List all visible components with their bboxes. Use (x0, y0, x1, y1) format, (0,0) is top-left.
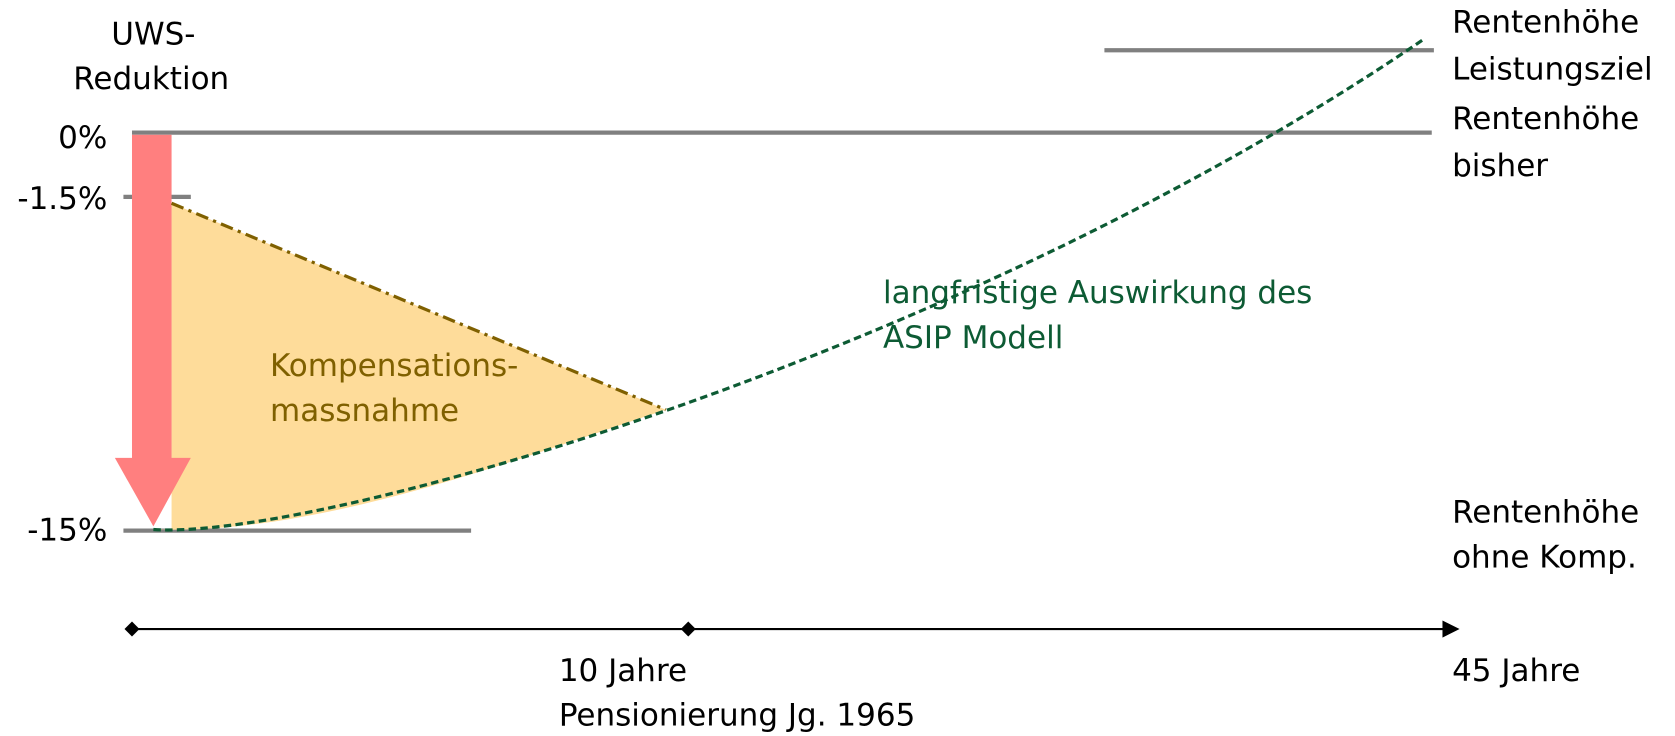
level-label: -1.5% (17, 181, 107, 217)
reduction-arrow-shaft (131, 134, 172, 459)
compensation-line (170, 201, 667, 412)
timeline-marker (124, 621, 140, 637)
outcome-label: Rentenhöhe (1452, 101, 1639, 137)
timeline-label: Pensionierung Jg. 1965 (559, 698, 916, 734)
axis-title: UWS- (111, 16, 195, 52)
timeline-arrow (1442, 620, 1460, 638)
long-term-label: langfristige Auswirkung des (883, 275, 1312, 311)
outcome-label: Leistungsziel (1452, 52, 1653, 88)
outcome-label: Rentenhöhe (1452, 494, 1639, 530)
timeline-label: 10 Jahre (559, 653, 687, 689)
compensation-area (153, 203, 666, 530)
timeline-marker (680, 621, 696, 637)
level-label: 0% (58, 120, 107, 156)
compensation-label: Kompensations- (270, 348, 518, 384)
reduction-arrow-head (114, 457, 191, 527)
long-term-curve (153, 38, 1425, 532)
outcome-label: bisher (1452, 148, 1548, 184)
axis-title: Reduktion (73, 61, 229, 97)
outcome-label: ohne Komp. (1452, 539, 1637, 575)
outcome-label: Rentenhöhe (1452, 5, 1639, 41)
level-label: -15% (27, 513, 107, 549)
long-term-label: ASIP Modell (883, 320, 1063, 356)
timeline-label: 45 Jahre (1452, 653, 1580, 689)
compensation-label: massnahme (270, 393, 459, 429)
